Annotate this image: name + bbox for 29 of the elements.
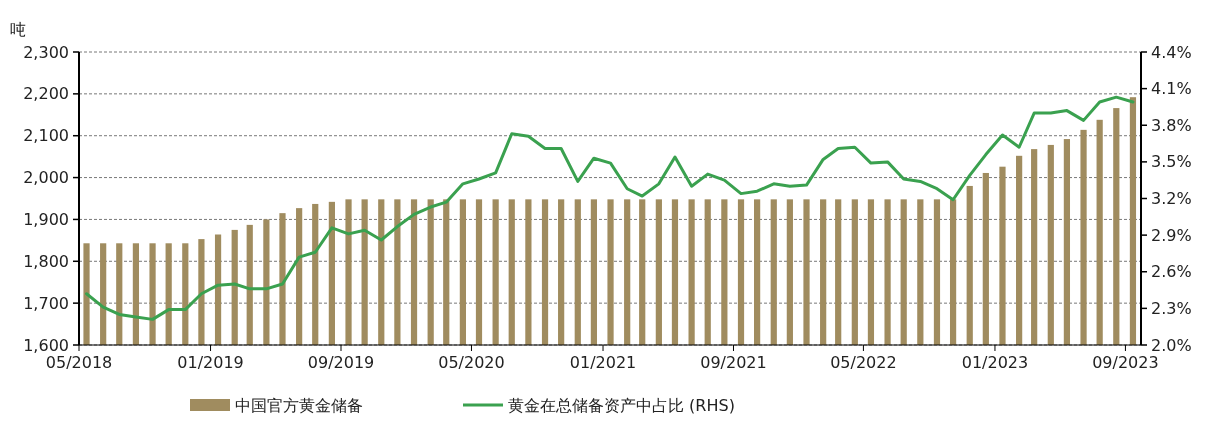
x-tick-label: 09/2021 xyxy=(700,353,767,372)
y-axis-title: 吨 xyxy=(10,20,26,39)
legend-label: 黄金在总储备资产中占比 (RHS) xyxy=(508,395,735,415)
y-tick-label: 2,000 xyxy=(23,168,69,188)
x-tick-label: 01/2019 xyxy=(177,353,244,372)
y2-tick-label: 2.0% xyxy=(1151,335,1192,355)
x-tick-label: 05/2020 xyxy=(438,353,505,372)
x-tick-label: 09/2023 xyxy=(1092,353,1159,372)
y2-tick-label: 4.4% xyxy=(1151,42,1192,62)
y-tick-label: 2,100 xyxy=(23,126,69,146)
y2-tick-label: 3.2% xyxy=(1151,189,1192,208)
y2-tick-label: 2.3% xyxy=(1151,298,1192,318)
y2-tick-label: 4.1% xyxy=(1151,79,1192,99)
y2-tick-label: 2.9% xyxy=(1151,225,1192,245)
legend-label: 中国官方黄金储备 xyxy=(235,395,363,415)
x-tick-label: 09/2019 xyxy=(307,353,375,372)
x-tick-label: 05/2022 xyxy=(830,353,897,372)
y2-tick-label: 3.8% xyxy=(1151,115,1192,135)
y2-tick-label: 3.5% xyxy=(1151,152,1192,172)
y-tick-label: 1,600 xyxy=(23,335,69,355)
y-tick-label: 1,900 xyxy=(23,209,69,229)
x-tick-label: 05/2018 xyxy=(45,353,113,372)
y-tick-label: 1,700 xyxy=(23,293,69,313)
y-tick-label: 2,200 xyxy=(23,84,69,104)
x-tick-label: 01/2023 xyxy=(961,353,1029,372)
y2-tick-label: 2.6% xyxy=(1151,262,1192,282)
y-tick-label: 2,300 xyxy=(23,42,69,62)
y-tick-label: 1,800 xyxy=(23,251,69,271)
x-tick-label: 01/2021 xyxy=(569,353,637,372)
